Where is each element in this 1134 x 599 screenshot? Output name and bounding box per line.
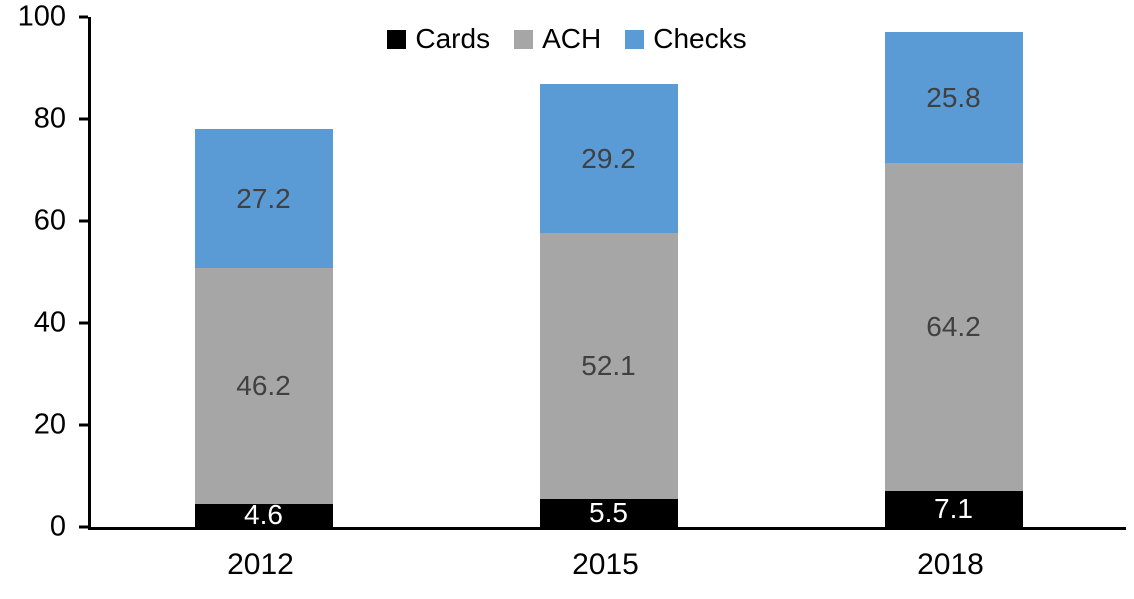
y-tick-mark: [79, 423, 88, 427]
bar-segment-ach-2012: 46.2: [194, 267, 333, 504]
x-category-label-2015: 2015: [572, 548, 639, 581]
stacked-bar-2012: 4.6 46.2 27.2: [194, 17, 333, 531]
bar-slot-2015: 5.5 52.1 29.2: [436, 17, 781, 527]
stacked-bar-2015: 5.5 52.1 29.2: [539, 17, 678, 528]
y-axis-tick-labels: 0 20 40 60 80 100: [0, 2, 76, 541]
y-tick-mark: [79, 219, 88, 223]
y-tick-label: 100: [17, 0, 66, 33]
data-label-ach-2015: 52.1: [581, 350, 636, 382]
bar-segment-checks-2015: 29.2: [539, 84, 678, 234]
bar-segment-cards-2012: 4.6: [194, 499, 333, 531]
x-axis-category-labels: 2012 2015 2018: [88, 548, 1123, 581]
stacked-bar-2018: 7.1 64.2 25.8: [884, 17, 1023, 527]
y-tick-mark: [79, 15, 88, 19]
data-label-ach-2012: 46.2: [236, 369, 291, 401]
data-label-cards-2012: 4.6: [244, 499, 283, 531]
data-label-ach-2018: 64.2: [926, 311, 981, 343]
bar-slot-2018: 7.1 64.2 25.8: [781, 17, 1126, 527]
data-label-cards-2015: 5.5: [589, 496, 628, 528]
y-tick-label: 20: [33, 408, 66, 441]
y-tick-mark: [79, 117, 88, 121]
bar-segment-checks-2012: 27.2: [194, 129, 333, 268]
bars-row: 4.6 46.2 27.2 5.5 52.1 29.2 7.1 64.2 25.8: [91, 17, 1126, 531]
y-tick-label: 40: [33, 306, 66, 339]
data-label-cards-2018: 7.1: [934, 492, 973, 524]
y-tick-label: 80: [33, 102, 66, 135]
y-tick-label: 0: [49, 510, 66, 543]
bar-segment-ach-2015: 52.1: [539, 233, 678, 499]
x-category-label-2012: 2012: [227, 548, 294, 581]
data-label-checks-2012: 27.2: [236, 182, 291, 214]
y-tick-label: 60: [33, 204, 66, 237]
bar-segment-checks-2018: 25.8: [884, 31, 1023, 164]
x-category-label-2018: 2018: [917, 548, 984, 581]
bar-segment-ach-2018: 64.2: [884, 163, 1023, 491]
bar-slot-2012: 4.6 46.2 27.2: [91, 17, 436, 531]
plot-area: 4.6 46.2 27.2 5.5 52.1 29.2 7.1 64.2 25.8: [79, 15, 1126, 531]
data-label-checks-2015: 29.2: [581, 142, 636, 174]
data-label-checks-2018: 25.8: [926, 81, 981, 113]
bar-segment-cards-2015: 5.5: [539, 496, 678, 528]
y-tick-mark: [79, 525, 88, 529]
bar-segment-cards-2018: 7.1: [884, 490, 1023, 527]
y-tick-mark: [79, 321, 88, 325]
